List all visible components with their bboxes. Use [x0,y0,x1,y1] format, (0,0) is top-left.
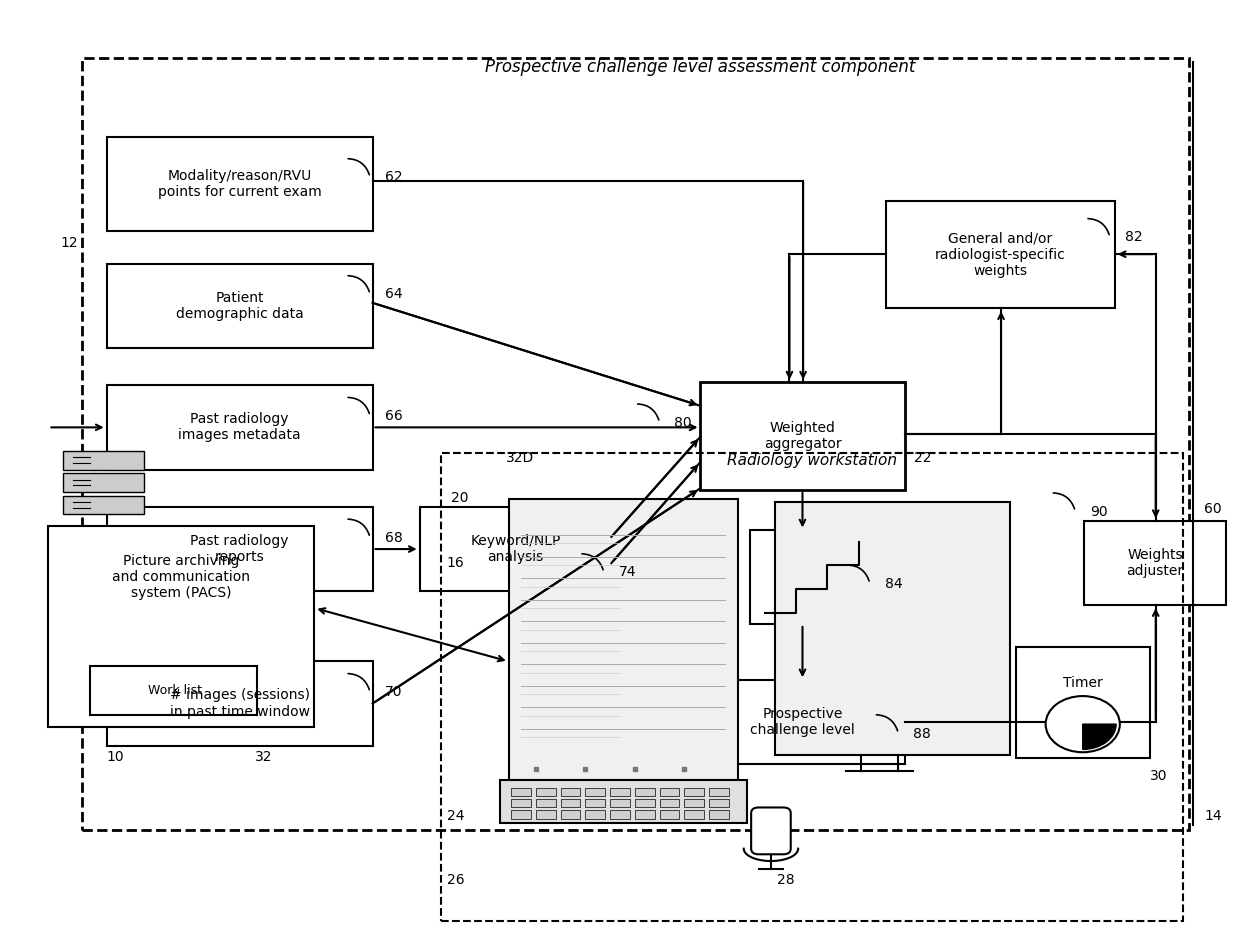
FancyBboxPatch shape [536,788,556,796]
Text: Prospective challenge level assessment component: Prospective challenge level assessment c… [485,58,915,76]
Text: Work list: Work list [148,684,202,697]
Text: Weighted
aggregator: Weighted aggregator [764,422,841,452]
Text: 68: 68 [384,531,403,545]
FancyBboxPatch shape [775,502,1009,755]
FancyBboxPatch shape [684,799,704,808]
FancyBboxPatch shape [63,451,144,470]
FancyBboxPatch shape [709,788,729,796]
FancyBboxPatch shape [635,799,655,808]
FancyBboxPatch shape [709,810,729,819]
FancyBboxPatch shape [107,507,372,592]
Text: Patient
demographic data: Patient demographic data [176,290,304,321]
Wedge shape [1083,724,1116,749]
FancyBboxPatch shape [887,201,1115,309]
Text: 10: 10 [107,750,124,764]
Text: 12: 12 [61,236,78,250]
FancyBboxPatch shape [751,808,791,854]
FancyBboxPatch shape [500,780,748,824]
FancyBboxPatch shape [536,810,556,819]
FancyBboxPatch shape [1084,521,1226,606]
FancyBboxPatch shape [701,382,904,490]
Text: Past radiology
images metadata: Past radiology images metadata [179,412,301,442]
Text: 64: 64 [384,287,403,301]
Text: 70: 70 [384,685,403,700]
Text: 28: 28 [777,872,795,886]
Text: # images (sessions)
in past time window: # images (sessions) in past time window [170,688,310,718]
FancyBboxPatch shape [107,385,372,470]
Text: 80: 80 [675,416,692,430]
FancyBboxPatch shape [419,507,611,592]
FancyBboxPatch shape [508,500,738,780]
Text: 60: 60 [1204,501,1221,516]
FancyBboxPatch shape [610,788,630,796]
FancyBboxPatch shape [63,496,144,515]
FancyBboxPatch shape [660,788,680,796]
FancyBboxPatch shape [585,810,605,819]
FancyBboxPatch shape [91,666,258,715]
Text: 88: 88 [913,727,931,741]
FancyBboxPatch shape [560,799,580,808]
FancyBboxPatch shape [107,661,372,746]
Text: 26: 26 [446,872,465,886]
Text: Weights
adjuster: Weights adjuster [1126,548,1184,578]
FancyBboxPatch shape [684,810,704,819]
FancyBboxPatch shape [701,680,904,764]
Text: 82: 82 [1125,230,1142,244]
Text: 14: 14 [1204,808,1221,823]
Text: Modality/reason/RVU
points for current exam: Modality/reason/RVU points for current e… [157,169,321,199]
FancyBboxPatch shape [511,788,531,796]
FancyBboxPatch shape [750,531,874,624]
FancyBboxPatch shape [48,526,315,727]
Text: Prospective
challenge level: Prospective challenge level [750,707,854,737]
Text: 32D: 32D [506,452,534,465]
Text: 20: 20 [450,490,467,504]
FancyBboxPatch shape [511,799,531,808]
FancyBboxPatch shape [635,788,655,796]
Text: General and/or
radiologist-specific
weights: General and/or radiologist-specific weig… [935,231,1066,278]
FancyBboxPatch shape [709,799,729,808]
FancyBboxPatch shape [585,799,605,808]
FancyBboxPatch shape [511,810,531,819]
Circle shape [1045,696,1120,752]
FancyBboxPatch shape [560,810,580,819]
Text: 16: 16 [446,556,465,570]
Text: 90: 90 [1090,504,1107,518]
Text: Picture archiving
and communication
system (PACS): Picture archiving and communication syst… [112,554,249,600]
FancyBboxPatch shape [536,799,556,808]
Text: 84: 84 [885,577,903,591]
FancyBboxPatch shape [635,810,655,819]
FancyBboxPatch shape [660,799,680,808]
Text: Radiology workstation: Radiology workstation [727,453,897,468]
Text: 74: 74 [619,565,636,579]
Text: 62: 62 [384,170,403,184]
FancyBboxPatch shape [610,799,630,808]
FancyBboxPatch shape [660,810,680,819]
Text: 24: 24 [446,808,464,823]
Text: 22: 22 [914,452,932,465]
Text: Timer: Timer [1063,676,1102,690]
Text: Past radiology
reports: Past radiology reports [190,534,289,564]
Text: Keyword/NLP
analysis: Keyword/NLP analysis [470,534,560,564]
FancyBboxPatch shape [585,788,605,796]
Text: 30: 30 [1149,769,1167,782]
FancyBboxPatch shape [610,810,630,819]
Text: 32: 32 [255,750,273,764]
Text: 66: 66 [384,409,403,423]
FancyBboxPatch shape [107,137,372,231]
FancyBboxPatch shape [684,788,704,796]
FancyBboxPatch shape [1016,647,1149,758]
FancyBboxPatch shape [560,788,580,796]
FancyBboxPatch shape [107,264,372,347]
FancyBboxPatch shape [63,473,144,492]
